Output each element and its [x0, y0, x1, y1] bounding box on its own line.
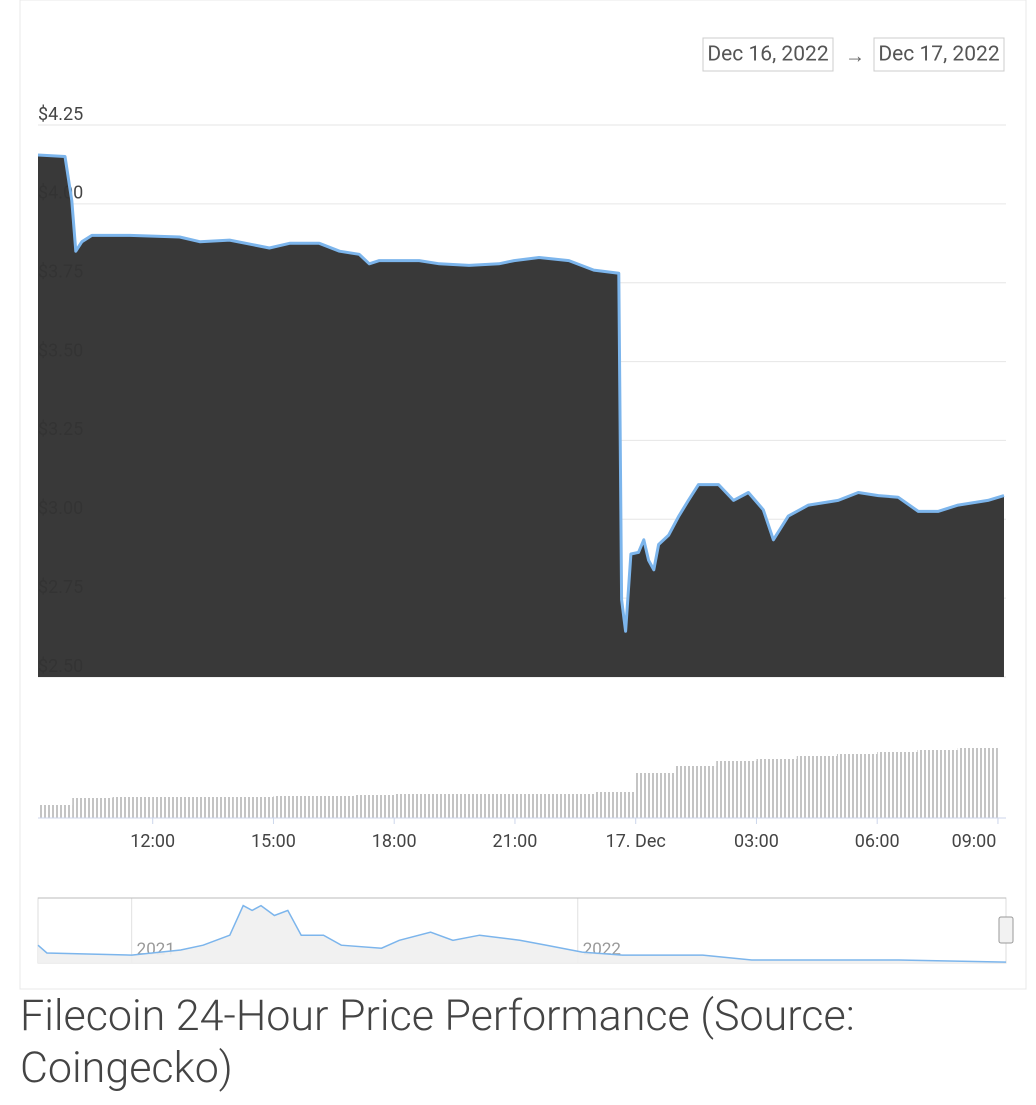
- volume-bar: [555, 794, 596, 818]
- range-end[interactable]: Dec 17, 2022: [878, 43, 999, 67]
- x-tick-label: 15:00: [251, 831, 296, 852]
- navigator-line: [37, 904, 1007, 963]
- volume-bar: [313, 796, 354, 818]
- x-tick-label: 21:00: [493, 831, 538, 852]
- navigator-handle[interactable]: [998, 916, 1014, 944]
- volume-bar: [38, 805, 73, 818]
- range-start-box[interactable]: [702, 37, 834, 72]
- volume-bar: [72, 798, 113, 818]
- x-tick-label: 03:00: [734, 831, 779, 852]
- range-start[interactable]: Dec 16, 2022: [707, 43, 828, 67]
- volume-bar: [273, 796, 314, 818]
- volume-bar: [957, 748, 998, 818]
- volume-bar: [756, 759, 797, 818]
- volume-bar: [796, 756, 837, 818]
- x-tick-label: 18:00: [372, 831, 417, 852]
- chart: Dec 16, 2022 → Dec 17, 2022 $4.25$4.00$3…: [19, 0, 1027, 990]
- volume-bar: [353, 795, 395, 818]
- volume-bar: [233, 797, 274, 818]
- volume-bar: [635, 773, 676, 818]
- x-tick-label: 17. Dec: [606, 831, 666, 852]
- volume-bar: [675, 766, 717, 818]
- volume-bar: [716, 761, 757, 818]
- area-fill: [38, 155, 1004, 677]
- volume-bar: [192, 797, 234, 818]
- volume-bar: [514, 794, 556, 818]
- volume-bar: [152, 797, 193, 818]
- volume-bar: [112, 797, 153, 818]
- volume-bar: [877, 752, 918, 818]
- price-line: [37, 153, 1005, 633]
- volume-bar: [595, 792, 636, 818]
- range-end-box[interactable]: [873, 37, 1005, 72]
- volume-bar: [917, 750, 958, 818]
- navigator-area: [38, 905, 1006, 963]
- volume-bar: [394, 794, 435, 818]
- y-tick-label: $4.25: [38, 104, 83, 125]
- caption: Filecoin 24-Hour Price Performance (Sour…: [20, 991, 855, 1093]
- chart-frame: [19, 0, 1027, 990]
- x-tick-label: 06:00: [855, 831, 900, 852]
- volume-bar: [836, 754, 878, 818]
- range-separator: →: [845, 43, 865, 67]
- x-tick-label: 09:00: [952, 831, 997, 852]
- x-tick-label: 12:00: [130, 831, 175, 852]
- volume-bar: [474, 794, 515, 818]
- volume-bar: [434, 794, 475, 818]
